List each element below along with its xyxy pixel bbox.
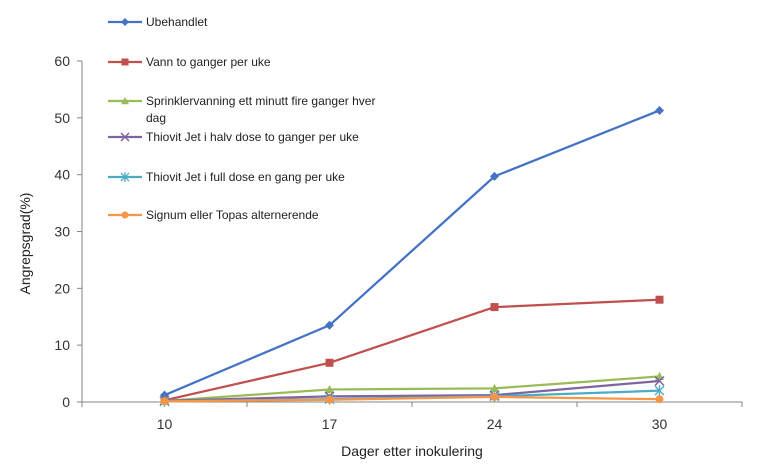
x-tick-label: 24 <box>487 416 503 432</box>
data-point <box>654 385 665 397</box>
legend-entry: Signum eller Topas alternerende <box>108 208 319 222</box>
data-point <box>121 58 129 66</box>
x-tick-label: 10 <box>157 416 173 432</box>
x-tick-label: 17 <box>322 416 338 432</box>
series-line <box>164 375 660 402</box>
x-tick-label: 30 <box>652 416 668 432</box>
data-point <box>655 105 664 115</box>
legend-entry: Ubehandlet <box>108 15 208 29</box>
data-point <box>121 97 129 105</box>
data-point <box>490 303 499 312</box>
data-point <box>325 358 334 367</box>
legend-label: Ubehandlet <box>146 15 208 29</box>
legend-label: Vann to ganger per uke <box>146 55 271 69</box>
legend-label: Thiovit Jet i full dose en gang per uke <box>146 170 345 184</box>
x-axis-title: Dager etter inokulering <box>341 443 483 459</box>
data-point <box>120 132 130 142</box>
legend-label: Sprinklervanning ett minutt fire ganger … <box>146 94 375 125</box>
series-line <box>164 379 660 402</box>
y-tick-label: 30 <box>54 224 70 240</box>
series-6 <box>160 392 664 406</box>
y-tick-label: 0 <box>62 394 70 410</box>
data-point <box>490 171 499 181</box>
data-point <box>490 392 499 401</box>
y-axis-title: Angrepsgrad(%) <box>17 193 33 295</box>
series-line <box>164 395 660 403</box>
data-point <box>490 383 499 392</box>
legend-entry: Vann to ganger per uke <box>108 55 271 69</box>
legend-label: Thiovit Jet i halv dose to ganger per uk… <box>146 130 359 144</box>
data-point <box>121 18 129 26</box>
data-point <box>120 172 130 182</box>
y-tick-label: 20 <box>54 280 70 296</box>
y-axis: 0 10 20 30 40 50 60 <box>54 53 83 410</box>
data-point <box>160 397 169 406</box>
y-tick-label: 60 <box>54 53 70 69</box>
y-tick-label: 50 <box>54 110 70 126</box>
legend: Ubehandlet Vann to ganger per uke Sprinkle… <box>108 15 375 222</box>
series-line <box>164 298 660 402</box>
y-tick-label: 10 <box>54 337 70 353</box>
series-layer <box>159 105 665 407</box>
series-line <box>164 109 660 397</box>
x-axis: 10 17 24 30 <box>81 401 743 432</box>
data-point <box>121 211 129 219</box>
data-point <box>325 384 334 394</box>
data-point <box>655 295 664 304</box>
series-1 <box>160 105 664 400</box>
data-point <box>654 375 665 387</box>
legend-entry: Thiovit Jet i full dose en gang per uke <box>108 170 345 184</box>
data-point <box>325 395 334 404</box>
legend-entry: Thiovit Jet i halv dose to ganger per uk… <box>108 130 359 144</box>
data-point <box>325 320 334 330</box>
legend-label: Signum eller Topas alternerende <box>146 208 319 222</box>
y-tick-label: 40 <box>54 167 70 183</box>
legend-entry: Sprinklervanning ett minutt fire ganger … <box>108 94 375 125</box>
data-point <box>655 395 664 404</box>
